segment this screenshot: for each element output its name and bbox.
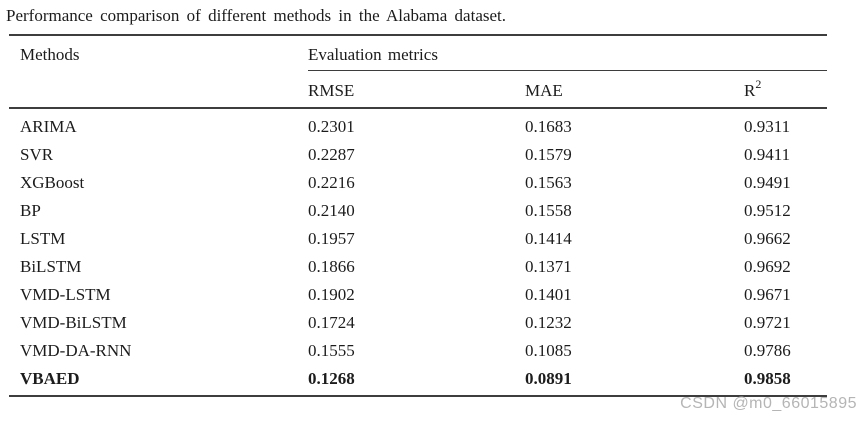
mae-cell: 0.1401 [525,285,572,304]
r2-cell: 0.9491 [744,173,791,192]
method-cell: LSTM [20,229,66,248]
table-row-best: VBAED 0.1268 0.0891 0.9858 [9,365,827,396]
header-row-metrics: RMSE MAE R2 [9,70,827,109]
r2-cell: 0.9671 [744,285,791,304]
r2-cell: 0.9411 [744,145,791,164]
table-row: LSTM 0.1957 0.1414 0.9662 [9,225,827,253]
r2-cell: 0.9311 [744,117,791,136]
table-row: VMD-DA-RNN 0.1555 0.1085 0.9786 [9,337,827,365]
mae-cell: 0.1563 [525,173,572,192]
r2-superscript: 2 [755,76,762,91]
method-cell: VMD-DA-RNN [20,341,132,360]
methods-header: Methods [9,35,308,109]
method-cell: VMD-BiLSTM [20,313,127,332]
r2-cell: 0.9512 [744,201,791,220]
method-cell: VMD-LSTM [20,285,111,304]
r2-header: R2 [744,70,827,109]
rmse-cell: 0.1957 [308,229,355,248]
evaluation-metrics-header: Evaluation metrics [308,35,827,71]
mae-cell: 0.1558 [525,201,572,220]
table-row: VMD-BiLSTM 0.1724 0.1232 0.9721 [9,309,827,337]
mae-cell: 0.1414 [525,229,572,248]
mae-cell: 0.1232 [525,313,572,332]
table-row: VMD-LSTM 0.1902 0.1401 0.9671 [9,281,827,309]
method-cell: BiLSTM [20,257,82,276]
r2-cell: 0.9858 [744,369,791,388]
rmse-cell: 0.1866 [308,257,355,276]
rmse-cell: 0.2140 [308,201,355,220]
mae-cell: 0.1579 [525,145,572,164]
method-cell: BP [20,201,41,220]
rmse-cell: 0.1555 [308,341,355,360]
rmse-cell: 0.1724 [308,313,355,332]
rmse-cell: 0.1268 [308,369,355,388]
watermark: CSDN @m0_66015895 [680,395,857,412]
r2-cell: 0.9692 [744,257,791,276]
rmse-cell: 0.1902 [308,285,355,304]
table-caption: Performance comparison of different meth… [6,6,506,25]
method-cell: SVR [20,145,54,164]
r2-header-base: R [744,80,756,100]
table-row: SVR 0.2287 0.1579 0.9411 [9,141,827,169]
mae-cell: 0.0891 [525,369,572,388]
table-row: BP 0.2140 0.1558 0.9512 [9,197,827,225]
mae-cell: 0.1683 [525,117,572,136]
mae-cell: 0.1371 [525,257,572,276]
rmse-cell: 0.2287 [308,145,355,164]
header-row-group: Methods Evaluation metrics [9,35,827,109]
rmse-cell: 0.2301 [308,117,355,136]
table-row: BiLSTM 0.1866 0.1371 0.9692 [9,253,827,281]
r2-cell: 0.9721 [744,313,791,332]
method-cell: XGBoost [20,173,85,192]
results-table: Methods Evaluation metrics RMSE MAE R2 A… [9,34,827,397]
r2-cell: 0.9662 [744,229,791,248]
table-row: ARIMA 0.2301 0.1683 0.9311 [9,108,827,141]
method-cell: ARIMA [20,117,77,136]
mae-header: MAE [525,70,744,109]
mae-cell: 0.1085 [525,341,572,360]
rmse-cell: 0.2216 [308,173,355,192]
r2-cell: 0.9786 [744,341,791,360]
rmse-header: RMSE [308,70,525,109]
method-cell: VBAED [20,369,80,388]
table-row: XGBoost 0.2216 0.1563 0.9491 [9,169,827,197]
